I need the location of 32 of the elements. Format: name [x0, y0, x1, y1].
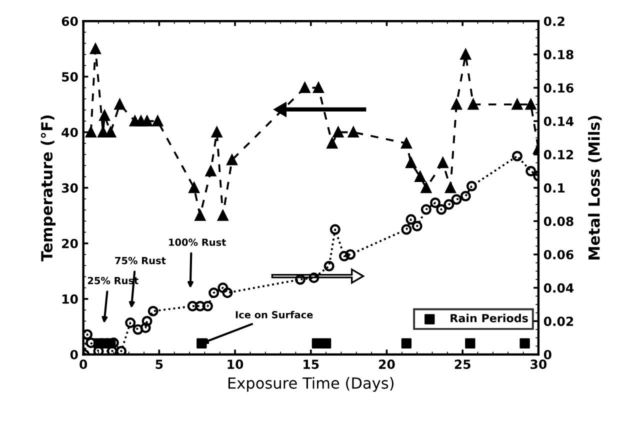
- y2-tick-label: 0.12: [544, 150, 574, 160]
- annotation: 75% Rust: [115, 256, 166, 264]
- y2-tick-label: 0.2: [544, 16, 564, 26]
- y-tick-label: 40: [62, 128, 78, 138]
- y2-tick-label: 0.06: [544, 250, 574, 260]
- x-tick-label: 25: [454, 360, 470, 370]
- legend-label: Rain Periods: [450, 314, 528, 322]
- y2-tick-label: 0.04: [544, 283, 574, 293]
- y2-axis-title: Metal Loss (Mils): [588, 116, 602, 260]
- y-tick-label: 0: [70, 350, 78, 360]
- y2-tick-label: 0.08: [544, 216, 574, 226]
- y2-tick-label: 0.02: [544, 316, 574, 326]
- annotation: 100% Rust: [169, 238, 226, 246]
- x-tick-label: 5: [156, 360, 163, 370]
- y-tick-label: 50: [62, 72, 78, 82]
- y-tick-label: 30: [62, 183, 78, 193]
- x-tick-label: 10: [228, 360, 244, 370]
- annotation: Ice on Surface: [236, 310, 313, 318]
- y2-tick-label: 0.14: [544, 116, 574, 126]
- y-axis-title: Temperature (°F): [40, 115, 56, 262]
- y2-tick-label: 0: [544, 350, 552, 360]
- y-tick-label: 20: [62, 238, 78, 248]
- y-tick-label: 10: [62, 294, 78, 304]
- y2-tick-label: 0.16: [544, 83, 574, 93]
- x-tick-label: 15: [304, 360, 319, 370]
- x-tick-label: 0: [80, 360, 88, 370]
- x-tick-label: 30: [530, 360, 547, 370]
- x-axis-title: Exposure Time (Days): [228, 376, 394, 392]
- x-tick-label: 20: [379, 360, 395, 370]
- y-tick-label: 60: [62, 16, 78, 26]
- y2-tick-label: 0.18: [544, 50, 574, 60]
- y2-tick-label: 0.1: [544, 183, 565, 193]
